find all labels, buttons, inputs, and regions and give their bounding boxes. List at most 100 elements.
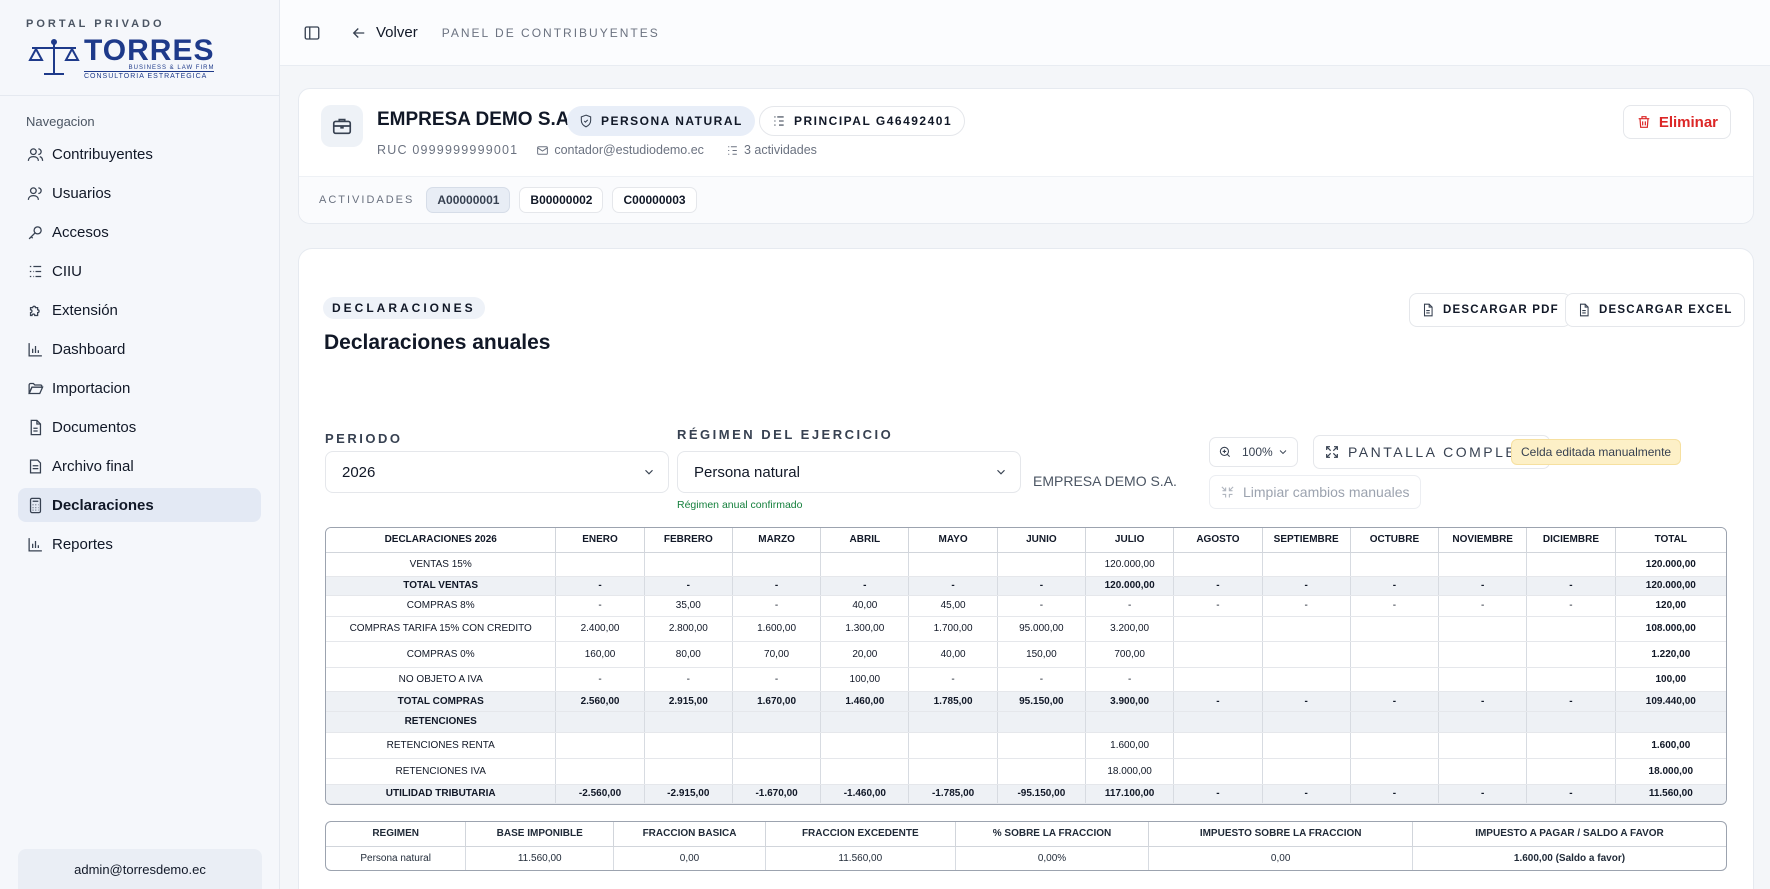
value-cell[interactable]: - — [1262, 784, 1351, 804]
value-cell[interactable] — [1438, 667, 1528, 692]
value-cell[interactable] — [908, 552, 998, 577]
value-cell[interactable] — [1526, 616, 1616, 642]
value-cell[interactable] — [1085, 711, 1175, 733]
value-cell[interactable]: 1.460,00 — [820, 691, 910, 712]
value-cell[interactable]: - — [1526, 576, 1616, 596]
clear-manual-changes-button[interactable]: Limpiar cambios manuales — [1209, 475, 1421, 509]
value-cell[interactable]: 120.000,00 — [1085, 552, 1175, 577]
value-cell[interactable]: - — [820, 576, 910, 596]
value-cell[interactable]: - — [732, 667, 822, 692]
value-cell[interactable]: 117.100,00 — [1085, 784, 1175, 804]
brand-logo[interactable]: TORRES BUSINESS & LAW FIRM CONSULTORIA E… — [26, 35, 253, 80]
value-cell[interactable] — [1350, 552, 1440, 577]
value-cell[interactable] — [820, 552, 910, 577]
value-cell[interactable] — [1173, 732, 1263, 759]
sidebar-item-ciiu[interactable]: CIIU — [18, 254, 261, 288]
value-cell[interactable]: - — [1526, 691, 1616, 712]
total-cell[interactable]: 1.220,00 — [1615, 641, 1726, 668]
value-cell[interactable] — [820, 711, 910, 733]
value-cell[interactable] — [1438, 711, 1528, 733]
value-cell[interactable] — [1526, 552, 1616, 577]
total-cell[interactable]: 18.000,00 — [1615, 758, 1726, 785]
value-cell[interactable] — [1526, 758, 1616, 785]
value-cell[interactable] — [644, 711, 733, 733]
value-cell[interactable]: 160,00 — [555, 641, 645, 668]
value-cell[interactable]: 20,00 — [820, 641, 910, 668]
value-cell[interactable]: - — [1350, 691, 1440, 712]
value-cell[interactable] — [555, 552, 645, 577]
value-cell[interactable] — [1350, 667, 1440, 692]
value-cell[interactable] — [1173, 552, 1263, 577]
total-cell[interactable]: 108.000,00 — [1615, 616, 1726, 642]
value-cell[interactable]: - — [1350, 784, 1440, 804]
value-cell[interactable] — [1526, 641, 1616, 668]
zoom-select[interactable]: 100% — [1209, 437, 1298, 467]
value-cell[interactable] — [1526, 732, 1616, 759]
value-cell[interactable]: - — [1350, 576, 1440, 596]
value-cell[interactable]: - — [732, 576, 822, 596]
value-cell[interactable] — [732, 552, 822, 577]
value-cell[interactable] — [1350, 758, 1440, 785]
value-cell[interactable] — [1526, 711, 1616, 733]
value-cell[interactable] — [1350, 732, 1440, 759]
value-cell[interactable]: - — [1262, 595, 1351, 617]
value-cell[interactable]: - — [732, 595, 822, 617]
value-cell[interactable] — [1262, 616, 1351, 642]
value-cell[interactable]: 120.000,00 — [1085, 576, 1175, 596]
sidebar-item-extension[interactable]: Extensión — [18, 293, 261, 327]
user-account[interactable]: admin@torresdemo.ec — [18, 849, 262, 889]
value-cell[interactable]: - — [997, 667, 1087, 692]
value-cell[interactable]: 70,00 — [732, 641, 822, 668]
value-cell[interactable] — [820, 732, 910, 759]
value-cell[interactable]: - — [1085, 595, 1175, 617]
value-cell[interactable] — [732, 711, 822, 733]
total-cell[interactable] — [1615, 711, 1726, 733]
value-cell[interactable]: 2.560,00 — [555, 691, 645, 712]
period-select[interactable]: 2026 — [325, 451, 669, 493]
value-cell[interactable]: 1.700,00 — [908, 616, 998, 642]
value-cell[interactable] — [1262, 758, 1351, 785]
value-cell[interactable]: 40,00 — [908, 641, 998, 668]
value-cell[interactable] — [1526, 667, 1616, 692]
value-cell[interactable] — [997, 711, 1087, 733]
value-cell[interactable]: - — [1526, 595, 1616, 617]
value-cell[interactable]: - — [555, 576, 645, 596]
value-cell[interactable] — [732, 758, 822, 785]
value-cell[interactable]: - — [1173, 691, 1263, 712]
activity-tab[interactable]: A00000001 — [426, 187, 511, 213]
value-cell[interactable]: 3.900,00 — [1085, 691, 1175, 712]
value-cell[interactable]: 95.150,00 — [997, 691, 1087, 712]
value-cell[interactable] — [555, 758, 645, 785]
download-excel-button[interactable]: DESCARGAR EXCEL — [1565, 293, 1745, 327]
value-cell[interactable]: 80,00 — [644, 641, 733, 668]
value-cell[interactable]: - — [644, 576, 733, 596]
value-cell[interactable] — [1262, 641, 1351, 668]
value-cell[interactable]: - — [1173, 595, 1263, 617]
value-cell[interactable]: - — [1350, 595, 1440, 617]
value-cell[interactable] — [1262, 711, 1351, 733]
value-cell[interactable]: -1.460,00 — [820, 784, 910, 804]
value-cell[interactable]: 40,00 — [820, 595, 910, 617]
value-cell[interactable]: -1.785,00 — [908, 784, 998, 804]
value-cell[interactable]: 45,00 — [908, 595, 998, 617]
value-cell[interactable]: 1.670,00 — [732, 691, 822, 712]
value-cell[interactable] — [1173, 641, 1263, 668]
value-cell[interactable]: - — [555, 595, 645, 617]
breadcrumb[interactable]: PANEL DE CONTRIBUYENTES — [441, 25, 660, 40]
value-cell[interactable] — [1173, 667, 1263, 692]
value-cell[interactable] — [1438, 732, 1528, 759]
sidebar-item-declaraciones[interactable]: Declaraciones — [18, 488, 261, 522]
value-cell[interactable]: 1.600,00 — [732, 616, 822, 642]
value-cell[interactable]: - — [555, 667, 645, 692]
value-cell[interactable]: - — [1438, 784, 1528, 804]
total-cell[interactable]: 100,00 — [1615, 667, 1726, 692]
value-cell[interactable]: 2.400,00 — [555, 616, 645, 642]
back-button[interactable]: Volver — [350, 24, 418, 42]
value-cell[interactable] — [997, 732, 1087, 759]
value-cell[interactable]: -2.560,00 — [555, 784, 645, 804]
value-cell[interactable]: 95.000,00 — [997, 616, 1087, 642]
value-cell[interactable] — [1438, 616, 1528, 642]
value-cell[interactable]: -2.915,00 — [644, 784, 733, 804]
total-cell[interactable]: 11.560,00 — [1615, 784, 1726, 804]
value-cell[interactable]: 700,00 — [1085, 641, 1175, 668]
